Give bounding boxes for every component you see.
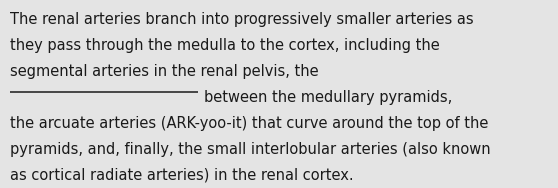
Text: between the medullary pyramids,: between the medullary pyramids, [204,90,453,105]
Text: the arcuate arteries (ARK-yoo-it) that curve around the top of the: the arcuate arteries (ARK-yoo-it) that c… [10,116,488,131]
Text: pyramids, and, finally, the small interlobular arteries (also known: pyramids, and, finally, the small interl… [10,142,490,157]
Text: The renal arteries branch into progressively smaller arteries as: The renal arteries branch into progressi… [10,12,474,27]
Text: segmental arteries in the renal pelvis, the: segmental arteries in the renal pelvis, … [10,64,319,79]
Text: they pass through the medulla to the cortex, including the: they pass through the medulla to the cor… [10,38,440,53]
Text: as cortical radiate arteries) in the renal cortex.: as cortical radiate arteries) in the ren… [10,168,354,183]
